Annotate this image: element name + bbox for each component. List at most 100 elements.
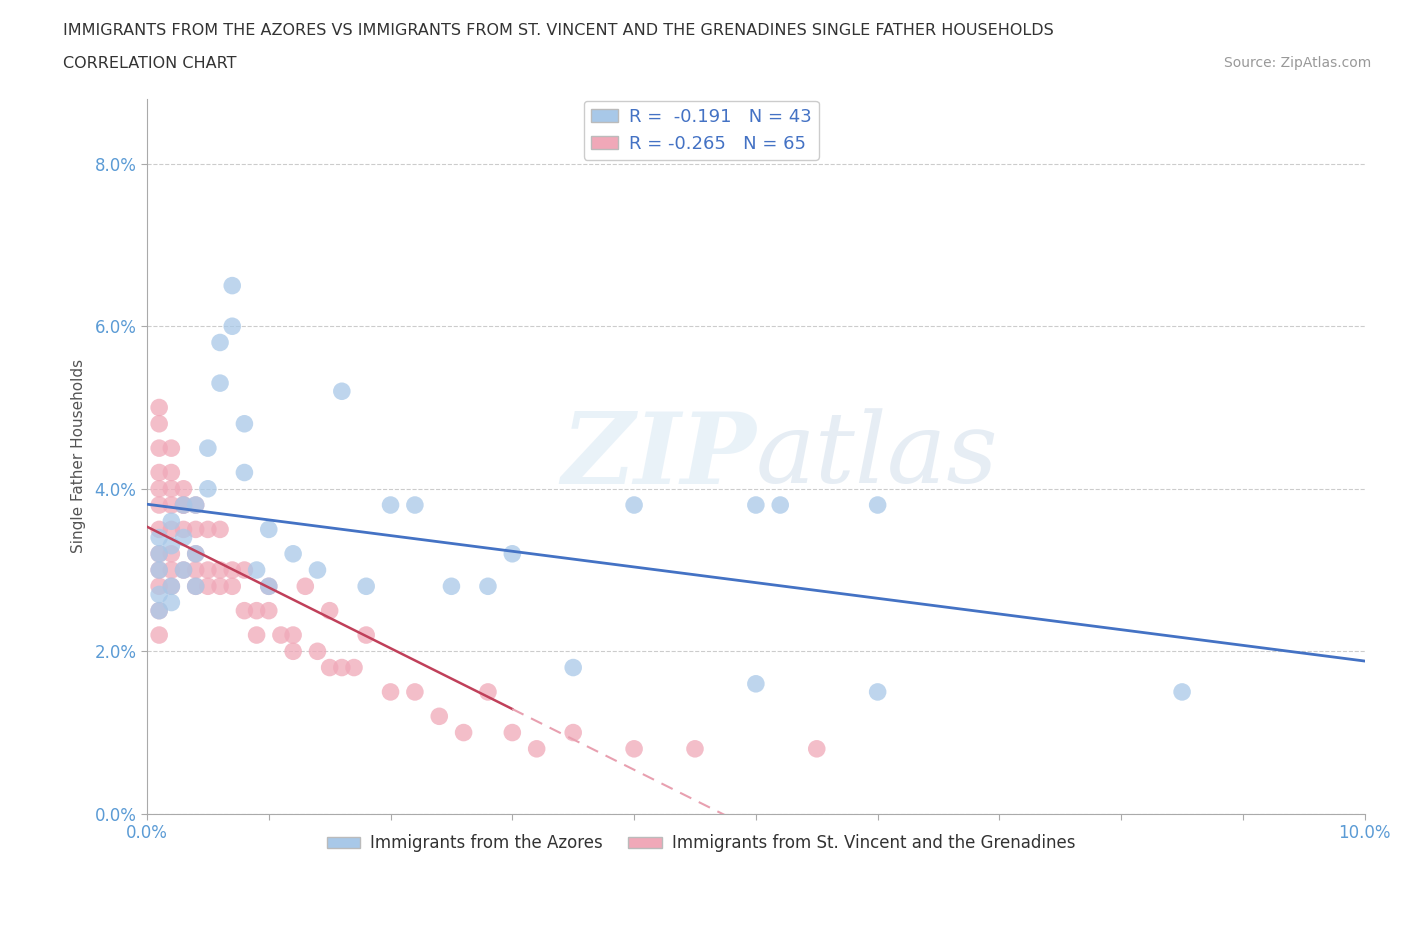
Point [148, 417, 170, 432]
Point [866, 684, 889, 699]
Point [427, 709, 450, 724]
Point [160, 563, 183, 578]
Point [307, 644, 329, 658]
Point [380, 498, 402, 512]
Point [209, 578, 232, 593]
Point [281, 628, 304, 643]
Point [245, 604, 267, 618]
Text: Source: ZipAtlas.com: Source: ZipAtlas.com [1223, 56, 1371, 70]
Point [806, 741, 828, 756]
Point [562, 660, 585, 675]
Point [343, 660, 366, 675]
Point [404, 684, 426, 699]
Point [477, 684, 499, 699]
Point [173, 563, 195, 578]
Point [148, 578, 170, 593]
Point [160, 465, 183, 480]
Point [160, 546, 183, 561]
Point [148, 628, 170, 643]
Point [148, 546, 170, 561]
Point [160, 595, 183, 610]
Point [209, 335, 232, 350]
Point [148, 441, 170, 456]
Point [160, 538, 183, 553]
Point [233, 604, 256, 618]
Point [380, 684, 402, 699]
Point [245, 628, 267, 643]
Point [404, 498, 426, 512]
Point [184, 522, 207, 537]
Point [307, 563, 329, 578]
Point [330, 384, 353, 399]
Point [257, 578, 280, 593]
Point [160, 441, 183, 456]
Point [477, 578, 499, 593]
Legend: Immigrants from the Azores, Immigrants from St. Vincent and the Grenadines: Immigrants from the Azores, Immigrants f… [321, 828, 1081, 859]
Point [173, 522, 195, 537]
Point [623, 741, 645, 756]
Point [245, 563, 267, 578]
Point [148, 522, 170, 537]
Point [184, 546, 207, 561]
Point [221, 578, 243, 593]
Text: atlas: atlas [756, 408, 998, 504]
Point [318, 604, 340, 618]
Point [148, 546, 170, 561]
Point [148, 563, 170, 578]
Point [148, 400, 170, 415]
Point [233, 563, 256, 578]
Y-axis label: Single Father Households: Single Father Households [72, 359, 86, 553]
Point [173, 563, 195, 578]
Text: IMMIGRANTS FROM THE AZORES VS IMMIGRANTS FROM ST. VINCENT AND THE GRENADINES SIN: IMMIGRANTS FROM THE AZORES VS IMMIGRANTS… [63, 23, 1054, 38]
Point [221, 319, 243, 334]
Point [173, 498, 195, 512]
Point [745, 498, 768, 512]
Point [354, 628, 377, 643]
Point [148, 587, 170, 602]
Point [209, 563, 232, 578]
Point [160, 482, 183, 497]
Point [294, 578, 316, 593]
Point [148, 498, 170, 512]
Point [562, 725, 585, 740]
Point [184, 498, 207, 512]
Point [197, 441, 219, 456]
Point [173, 498, 195, 512]
Point [148, 563, 170, 578]
Point [184, 563, 207, 578]
Point [354, 578, 377, 593]
Point [453, 725, 475, 740]
Point [197, 522, 219, 537]
Text: CORRELATION CHART: CORRELATION CHART [63, 56, 236, 71]
Point [160, 522, 183, 537]
Point [1171, 684, 1194, 699]
Point [745, 676, 768, 691]
Point [526, 741, 548, 756]
Point [233, 465, 256, 480]
Point [623, 498, 645, 512]
Point [148, 482, 170, 497]
Point [209, 376, 232, 391]
Point [318, 660, 340, 675]
Point [160, 498, 183, 512]
Point [281, 644, 304, 658]
Point [148, 465, 170, 480]
Point [769, 498, 792, 512]
Point [148, 604, 170, 618]
Point [501, 546, 523, 561]
Point [221, 563, 243, 578]
Point [160, 514, 183, 529]
Point [197, 578, 219, 593]
Point [281, 546, 304, 561]
Point [270, 628, 292, 643]
Point [184, 498, 207, 512]
Point [160, 578, 183, 593]
Point [257, 578, 280, 593]
Point [160, 578, 183, 593]
Point [440, 578, 463, 593]
Text: ZIP: ZIP [561, 408, 756, 504]
Point [184, 578, 207, 593]
Point [257, 604, 280, 618]
Point [866, 498, 889, 512]
Point [184, 546, 207, 561]
